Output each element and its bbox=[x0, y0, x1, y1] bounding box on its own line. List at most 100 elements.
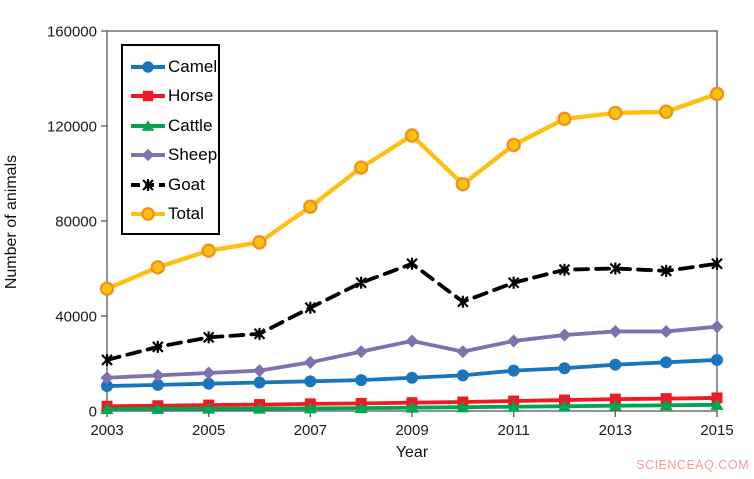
data-point-cattle bbox=[710, 398, 724, 410]
y-tick-label: 40000 bbox=[55, 309, 97, 326]
x-tick-label: 2013 bbox=[599, 422, 632, 439]
x-tick-label: 2015 bbox=[700, 422, 733, 439]
data-point-goat bbox=[711, 257, 723, 270]
watermark: SCIENCEAQ.COM bbox=[636, 458, 749, 472]
data-point-goat bbox=[355, 276, 367, 289]
cattle-line-marker-icon bbox=[131, 120, 165, 131]
y-tick-label: 80000 bbox=[55, 214, 97, 231]
data-point-total bbox=[608, 105, 623, 121]
data-point-total bbox=[201, 243, 216, 258]
legend-sample-marker bbox=[142, 178, 154, 191]
data-point-goat bbox=[101, 353, 113, 366]
data-point-camel bbox=[660, 356, 673, 369]
data-point-total bbox=[506, 137, 521, 153]
series-line-sheep bbox=[105, 324, 719, 380]
x-axis-title: Year bbox=[395, 444, 429, 461]
data-point-goat bbox=[609, 262, 622, 275]
x-tick-label: 2007 bbox=[294, 422, 327, 439]
legend-label-total: Total bbox=[168, 204, 204, 224]
data-point-camel bbox=[456, 369, 469, 382]
data-point-goat bbox=[304, 301, 317, 314]
data-point-camel bbox=[101, 380, 113, 393]
data-point-camel bbox=[151, 378, 164, 391]
data-point-cattle bbox=[100, 403, 114, 415]
data-point-camel bbox=[609, 358, 622, 371]
data-point-total bbox=[252, 235, 267, 250]
data-point-camel bbox=[304, 375, 317, 388]
data-point-cattle bbox=[303, 402, 317, 414]
legend-sample-marker bbox=[141, 149, 155, 162]
data-point-cattle bbox=[151, 402, 165, 414]
data-point-total bbox=[303, 199, 318, 214]
legend-sample-marker bbox=[141, 207, 155, 222]
data-point-horse bbox=[609, 393, 621, 405]
y-tick-label: 160000 bbox=[47, 24, 97, 41]
data-point-camel bbox=[558, 362, 571, 375]
legend-item-sheep: Sheep bbox=[130, 141, 217, 171]
data-point-goat bbox=[558, 263, 571, 276]
legend-sample-marker bbox=[142, 61, 154, 73]
legend-sample-marker bbox=[142, 91, 154, 102]
data-point-sheep bbox=[507, 334, 521, 348]
x-tick-label: 2011 bbox=[498, 422, 530, 439]
data-point-sheep bbox=[100, 371, 114, 385]
data-point-camel bbox=[355, 374, 368, 387]
legend-label-cattle: Cattle bbox=[168, 115, 213, 135]
legend-item-horse: Horse bbox=[130, 82, 214, 112]
legend-item-camel: Camel bbox=[130, 52, 217, 82]
data-point-horse bbox=[660, 393, 672, 405]
data-point-total bbox=[150, 260, 166, 275]
legend-label-sheep: Sheep bbox=[168, 145, 218, 165]
data-point-sheep bbox=[659, 324, 673, 338]
legend-item-goat: Goat bbox=[130, 170, 212, 200]
legend-label-horse: Horse bbox=[168, 86, 214, 106]
camel-line-marker-icon bbox=[131, 61, 165, 73]
sheep-line-marker-icon bbox=[131, 149, 165, 162]
data-point-goat bbox=[457, 295, 469, 308]
data-point-cattle bbox=[405, 401, 419, 413]
data-point-total bbox=[658, 104, 674, 119]
data-point-horse bbox=[559, 394, 570, 406]
data-point-goat bbox=[202, 331, 215, 344]
data-point-horse bbox=[711, 392, 723, 404]
legend-item-total: Total bbox=[130, 200, 212, 230]
legend: Camel Horse Cattle Sheep Goat Total bbox=[121, 44, 220, 235]
data-point-sheep bbox=[608, 324, 622, 338]
data-point-total bbox=[709, 86, 725, 102]
data-point-total bbox=[455, 176, 471, 192]
data-point-goat bbox=[660, 264, 672, 277]
data-point-camel bbox=[711, 353, 723, 366]
y-tick-label: 120000 bbox=[47, 119, 97, 136]
data-point-sheep bbox=[202, 366, 216, 380]
x-tick-label: 2005 bbox=[192, 422, 225, 439]
data-point-camel bbox=[406, 371, 418, 384]
data-point-sheep bbox=[354, 345, 368, 359]
data-point-goat bbox=[152, 340, 164, 353]
data-point-sheep bbox=[253, 364, 266, 378]
y-tick-label: 0 bbox=[89, 404, 97, 421]
data-point-cattle bbox=[354, 402, 368, 414]
legend-label-camel: Camel bbox=[168, 56, 218, 76]
data-point-sheep bbox=[456, 345, 470, 359]
data-point-camel bbox=[202, 377, 215, 390]
y-axis-title: Number of animals bbox=[3, 154, 20, 290]
goat-line-marker-icon bbox=[131, 178, 165, 191]
data-point-goat bbox=[406, 257, 418, 270]
data-point-sheep bbox=[710, 320, 724, 334]
data-point-sheep bbox=[303, 355, 317, 369]
legend-label-goat: Goat bbox=[168, 174, 205, 194]
data-point-total bbox=[353, 160, 369, 175]
total-line-marker-icon bbox=[131, 207, 165, 222]
data-point-camel bbox=[507, 364, 520, 377]
data-point-total bbox=[99, 281, 115, 296]
data-point-cattle bbox=[507, 400, 521, 412]
data-point-cattle bbox=[608, 399, 622, 411]
horse-line-marker-icon bbox=[131, 91, 165, 102]
data-point-camel bbox=[253, 376, 266, 389]
data-point-total bbox=[557, 111, 572, 127]
data-point-cattle bbox=[253, 402, 266, 414]
data-point-cattle bbox=[659, 399, 673, 411]
x-tick-label: 2003 bbox=[90, 422, 123, 439]
